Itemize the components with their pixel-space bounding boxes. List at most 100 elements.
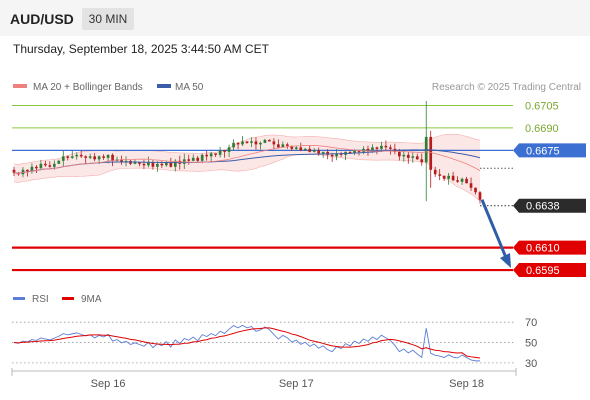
rsi-legend-label: RSI xyxy=(32,294,49,305)
candle-body xyxy=(308,148,312,152)
candle-body xyxy=(465,178,468,184)
candle-body xyxy=(232,142,235,148)
candle-body xyxy=(200,154,204,161)
datetime-label: Thursday, September 18, 2025 3:44:50 AM … xyxy=(13,42,270,56)
support-label: 0.6595 xyxy=(526,265,560,277)
candle-body xyxy=(93,156,96,160)
support-label: 0.6610 xyxy=(526,243,560,255)
candle-body xyxy=(420,159,424,163)
candle-body xyxy=(111,154,114,161)
candle-body xyxy=(191,157,195,161)
candle-body xyxy=(102,156,105,158)
candle-body xyxy=(35,166,38,169)
candle-body xyxy=(290,145,294,149)
candle-body xyxy=(120,159,123,163)
candle-body xyxy=(165,162,168,166)
ma50-legend-swatch xyxy=(157,84,171,88)
current-price-box xyxy=(513,198,586,213)
candle-body xyxy=(250,141,253,143)
candle-body xyxy=(389,147,392,149)
ma20-line xyxy=(13,145,481,174)
candle-body xyxy=(227,147,231,152)
candle-body xyxy=(433,169,437,175)
timeframe-label: 30 MIN xyxy=(89,12,128,26)
candle-body xyxy=(299,147,303,151)
candle-body xyxy=(223,150,226,152)
x-tick-label: Sep 18 xyxy=(449,378,484,390)
resistance-label: 0.6705 xyxy=(525,100,559,112)
candle-body xyxy=(156,163,159,167)
candle-body xyxy=(447,175,450,179)
candle-body xyxy=(70,156,74,158)
candle-body xyxy=(57,160,61,164)
candle-body xyxy=(415,156,419,160)
candle-body xyxy=(366,148,370,151)
candle-body xyxy=(26,169,29,172)
copyright-label: Research © 2025 Trading Central xyxy=(432,82,581,93)
timeframe-badge[interactable] xyxy=(82,8,134,30)
candle-body xyxy=(88,156,92,158)
support-label-box xyxy=(513,240,586,255)
candle-body xyxy=(294,147,298,149)
rsi-line xyxy=(13,324,480,362)
candle-body xyxy=(272,141,276,145)
candle-body xyxy=(330,154,334,157)
candle-body xyxy=(474,187,477,193)
candle-body xyxy=(236,142,240,145)
candle-body xyxy=(478,192,482,200)
candle-body xyxy=(460,178,464,182)
rsi-pane: 70 50 30 xyxy=(12,317,537,370)
candle-body xyxy=(44,163,47,166)
candle-body xyxy=(326,151,329,155)
forecast-arrow-shaft xyxy=(480,199,509,261)
rsi-tick-label: 30 xyxy=(525,358,537,370)
candle-body xyxy=(241,141,244,145)
candle-body xyxy=(277,144,280,148)
x-tick-label: Sep 17 xyxy=(279,378,314,390)
candle-body xyxy=(357,150,361,152)
candle-body xyxy=(411,156,415,158)
forecast-arrow-head xyxy=(500,253,511,269)
candle-body xyxy=(66,156,70,158)
candle-body xyxy=(39,163,43,169)
forecast-arrow xyxy=(480,199,511,269)
candle-body xyxy=(380,145,383,149)
candle-body xyxy=(371,147,374,151)
candle-body xyxy=(469,183,473,188)
candle-body xyxy=(321,151,325,154)
candle-body xyxy=(263,139,267,143)
price-levels xyxy=(12,104,513,272)
pivot-label: 0.6675 xyxy=(526,145,560,157)
candle-body xyxy=(259,142,262,145)
symbol-title: AUD/USD xyxy=(10,11,74,27)
candle-body xyxy=(173,160,177,167)
rsi-legend-swatch xyxy=(13,297,25,300)
candle-body xyxy=(79,154,83,157)
candle-body xyxy=(205,154,209,157)
candle-body xyxy=(285,144,289,146)
candle-body xyxy=(133,162,137,164)
x-tick-label: Sep 16 xyxy=(91,378,126,390)
candle-body xyxy=(335,153,338,157)
moving-averages xyxy=(13,145,481,175)
candle-body xyxy=(61,156,65,161)
candle-body xyxy=(75,154,79,157)
candle-body xyxy=(254,141,258,145)
rsi-ma-legend-swatch xyxy=(62,297,74,300)
candle-body xyxy=(353,150,356,154)
candle-body xyxy=(317,150,321,154)
candle-body xyxy=(48,165,52,167)
candle-body xyxy=(142,163,146,166)
rsi-ma-line xyxy=(13,327,481,359)
candle-body xyxy=(281,144,285,148)
candle-body xyxy=(245,141,249,143)
candle-body xyxy=(12,169,16,173)
candle-body xyxy=(402,154,406,157)
current-price-label: 0.6638 xyxy=(526,201,560,213)
candle-body xyxy=(451,175,455,181)
candle-body xyxy=(106,154,110,158)
bollinger-lower-line xyxy=(13,154,481,202)
rsi-ma-legend-label: 9MA xyxy=(81,294,102,305)
